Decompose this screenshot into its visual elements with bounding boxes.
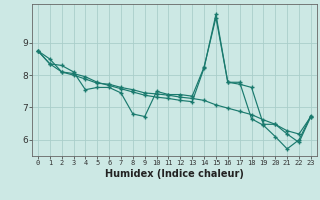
X-axis label: Humidex (Indice chaleur): Humidex (Indice chaleur) <box>105 169 244 179</box>
